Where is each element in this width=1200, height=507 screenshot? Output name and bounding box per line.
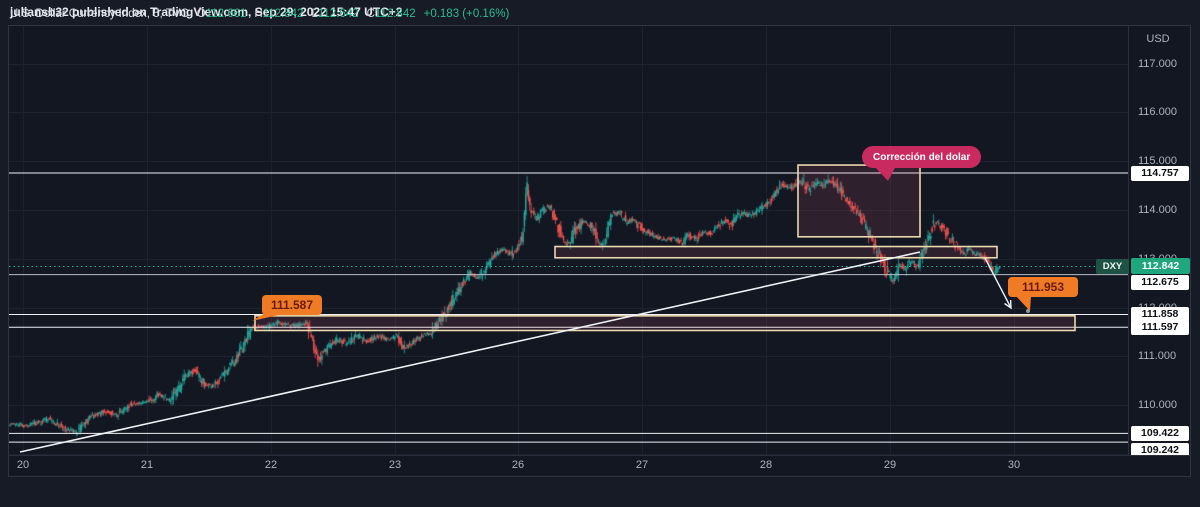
price-tick-label: 116.000 bbox=[1138, 106, 1177, 119]
axis-badge-111.597: 111.597 bbox=[1131, 319, 1189, 335]
symbol-title[interactable]: U.S. Dollar Currency Index, 5, TVC bbox=[10, 8, 189, 20]
time-tick-label[interactable]: 22 bbox=[264, 459, 278, 471]
price-axis[interactable]: USD 117.000116.000115.000114.000113.0001… bbox=[1128, 25, 1192, 455]
axis-badge-109.422: 109.422 bbox=[1131, 425, 1189, 441]
price-tick-label: 115.000 bbox=[1138, 155, 1177, 168]
publish-bar: juliansb32 published on TradingView.com,… bbox=[0, 0, 1200, 25]
open-value: 112.661 bbox=[205, 8, 247, 20]
price-axis-separator bbox=[1128, 25, 1129, 455]
axis-badge-112.675: 112.675 bbox=[1131, 275, 1189, 291]
axis-badge-114.757: 114.757 bbox=[1131, 165, 1189, 181]
published-line: juliansb32 published on TradingView.com,… bbox=[10, 5, 403, 19]
note-bubble[interactable]: Corrección del dolar bbox=[862, 146, 982, 168]
axis-currency-label: USD bbox=[1146, 33, 1170, 45]
last-price-badge: 112.842 bbox=[1131, 258, 1190, 275]
close-value: 112.842 bbox=[374, 8, 416, 20]
price-tick-label: 117.000 bbox=[1138, 57, 1177, 70]
change-value: +0.183 (+0.16%) bbox=[423, 8, 510, 20]
projection-arrow[interactable] bbox=[984, 257, 1012, 309]
time-tick-label[interactable]: 26 bbox=[511, 459, 525, 471]
axis-badge-111.858: 111.858 bbox=[1131, 306, 1189, 322]
open-label: O bbox=[196, 8, 206, 20]
low-value: 112.642 bbox=[317, 8, 359, 20]
price-callout-111587[interactable]: 111.587 bbox=[262, 295, 322, 315]
price-tick-label: 110.000 bbox=[1138, 399, 1177, 412]
low-label: L bbox=[311, 8, 318, 20]
price-tick-label: 114.000 bbox=[1138, 203, 1177, 216]
axis-badge-109.242: 109.242 bbox=[1131, 442, 1189, 455]
price-callout-111953-tail bbox=[1015, 295, 1031, 311]
price-callout-111953[interactable]: 111.953 bbox=[1008, 277, 1078, 297]
time-tick-label[interactable]: 30 bbox=[1007, 459, 1021, 471]
time-axis-separator bbox=[8, 455, 1191, 456]
time-tick-label[interactable]: 20 bbox=[16, 459, 30, 471]
projection-arrowhead bbox=[1004, 299, 1012, 310]
support-zone[interactable] bbox=[254, 315, 1076, 332]
correction-box[interactable] bbox=[797, 164, 921, 238]
price-tick-label: 111.000 bbox=[1138, 350, 1177, 363]
high-label: H bbox=[254, 8, 263, 20]
note-correccion-tail bbox=[874, 166, 896, 181]
symbol-badge: DXY bbox=[1096, 258, 1129, 274]
high-value: 112.842 bbox=[262, 8, 304, 20]
candlestick-plot[interactable] bbox=[8, 25, 1128, 455]
close-label: C bbox=[366, 8, 375, 20]
ascending-trendline[interactable] bbox=[19, 251, 921, 453]
callout-anchor-dot bbox=[1026, 309, 1030, 313]
time-tick-label[interactable]: 23 bbox=[388, 459, 402, 471]
resistance-zone[interactable] bbox=[554, 245, 998, 259]
time-tick-label[interactable]: 28 bbox=[759, 459, 773, 471]
symbol-legend: U.S. Dollar Currency Index, 5, TVC O112.6… bbox=[10, 8, 509, 20]
time-tick-label[interactable]: 21 bbox=[140, 459, 154, 471]
time-tick-label[interactable]: 27 bbox=[635, 459, 649, 471]
time-tick-label[interactable]: 29 bbox=[883, 459, 897, 471]
